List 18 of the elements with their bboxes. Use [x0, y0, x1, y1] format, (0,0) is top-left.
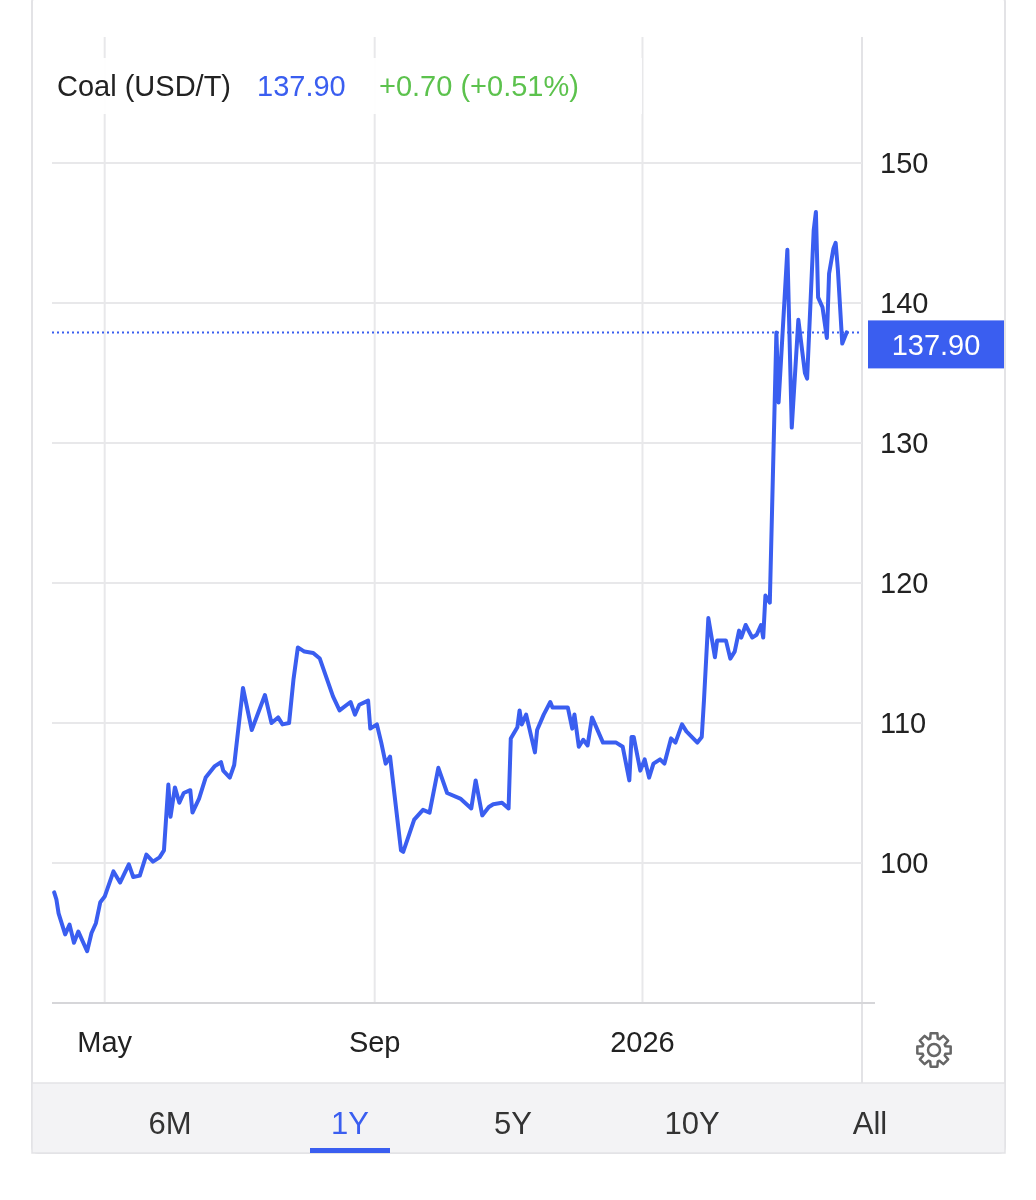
y-tick-label: 110 [880, 707, 927, 740]
text: 5Y [494, 1106, 532, 1141]
text: 10Y [664, 1106, 720, 1141]
text: All [852, 1106, 888, 1141]
y-tick-label: 150 [880, 147, 929, 180]
y-tick-label: 100 [880, 847, 929, 880]
ref-line-label: 137.90 [891, 328, 981, 361]
y-tick-label: 140 [880, 287, 929, 320]
text: Coal (USD/T) [57, 70, 232, 102]
text: 6M [148, 1106, 192, 1141]
annotation: 137.90 [257, 70, 346, 102]
y-tick-label: 130 [880, 427, 929, 460]
x-tick-label: Sep [348, 1026, 401, 1058]
x-tick-label: 2026 [610, 1026, 675, 1058]
annotation: +0.70 (+0.51%) [379, 70, 579, 102]
x-tick-label: May [77, 1026, 133, 1058]
y-tick-label: 120 [880, 567, 929, 600]
text: 1Y [331, 1106, 369, 1141]
